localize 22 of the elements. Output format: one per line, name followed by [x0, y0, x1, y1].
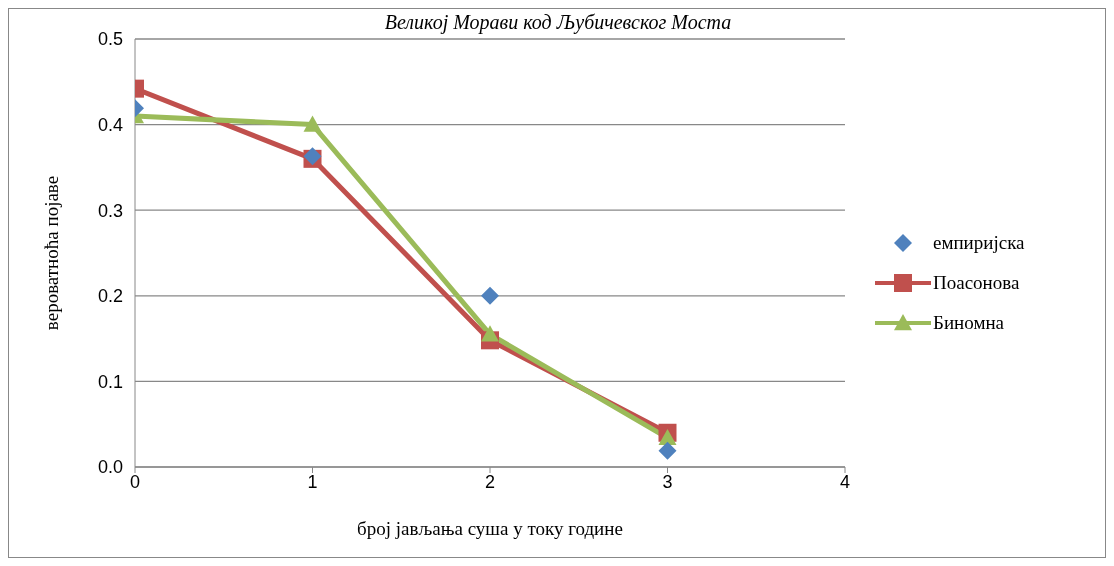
- y-tick-label: 0.4: [97, 114, 123, 135]
- x-axis-title: број јављања суша у току године: [357, 518, 623, 539]
- y-tick-label: 0.2: [97, 286, 123, 307]
- point: [303, 115, 322, 132]
- x-tick-label: 2: [484, 471, 496, 492]
- legend-label: Биномна: [933, 312, 1005, 334]
- point: [481, 286, 499, 305]
- point: [481, 325, 499, 342]
- point: [658, 441, 677, 460]
- chart-title: Великој Морави код Љубичевског Моста: [384, 11, 732, 33]
- y-tick-label: 0.1: [97, 371, 123, 392]
- y-tick-label: 0.3: [97, 200, 123, 221]
- legend-label: емпиријска: [933, 232, 1025, 254]
- legend-label: Поасонова: [933, 272, 1020, 294]
- y-axis-title: вероватноћа појаве: [40, 175, 62, 331]
- x-tick-label: 3: [662, 471, 673, 492]
- x-tick-label: 0: [129, 471, 141, 492]
- x-tick-label: 4: [839, 471, 851, 492]
- x-tick-label: 1: [307, 471, 318, 492]
- y-tick-label: 0.0: [97, 457, 123, 478]
- point: [658, 428, 677, 446]
- y-tick-label: 0.5: [97, 29, 123, 50]
